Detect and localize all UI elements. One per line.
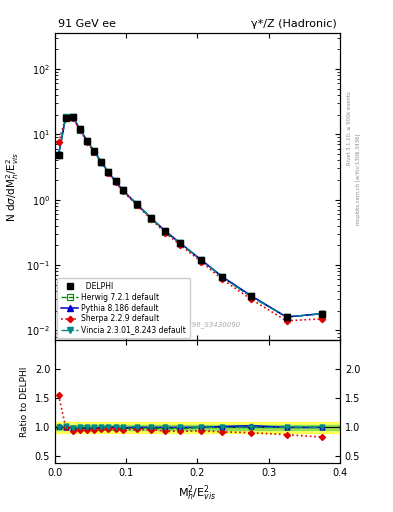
Legend:   DELPHI, Herwig 7.2.1 default, Pythia 8.186 default, Sherpa 2.2.9 default, Vinc: DELPHI, Herwig 7.2.1 default, Pythia 8.1… bbox=[57, 278, 190, 338]
Y-axis label: Ratio to DELPHI: Ratio to DELPHI bbox=[20, 367, 29, 437]
Text: DELPHI_1996_S3430090: DELPHI_1996_S3430090 bbox=[154, 322, 241, 328]
Text: γ*/Z (Hadronic): γ*/Z (Hadronic) bbox=[252, 18, 337, 29]
Text: mcplots.cern.ch [arXiv:1306.3436]: mcplots.cern.ch [arXiv:1306.3436] bbox=[356, 134, 361, 225]
Text: 91 GeV ee: 91 GeV ee bbox=[58, 18, 116, 29]
Y-axis label: N d$\sigma$/dM$_h^2$/E$_{vis}^2$: N d$\sigma$/dM$_h^2$/E$_{vis}^2$ bbox=[4, 152, 21, 222]
X-axis label: M$_h^2$/E$_{vis}^2$: M$_h^2$/E$_{vis}^2$ bbox=[178, 484, 217, 503]
Text: Rivet 3.1.10, ≥ 500k events: Rivet 3.1.10, ≥ 500k events bbox=[347, 91, 352, 165]
